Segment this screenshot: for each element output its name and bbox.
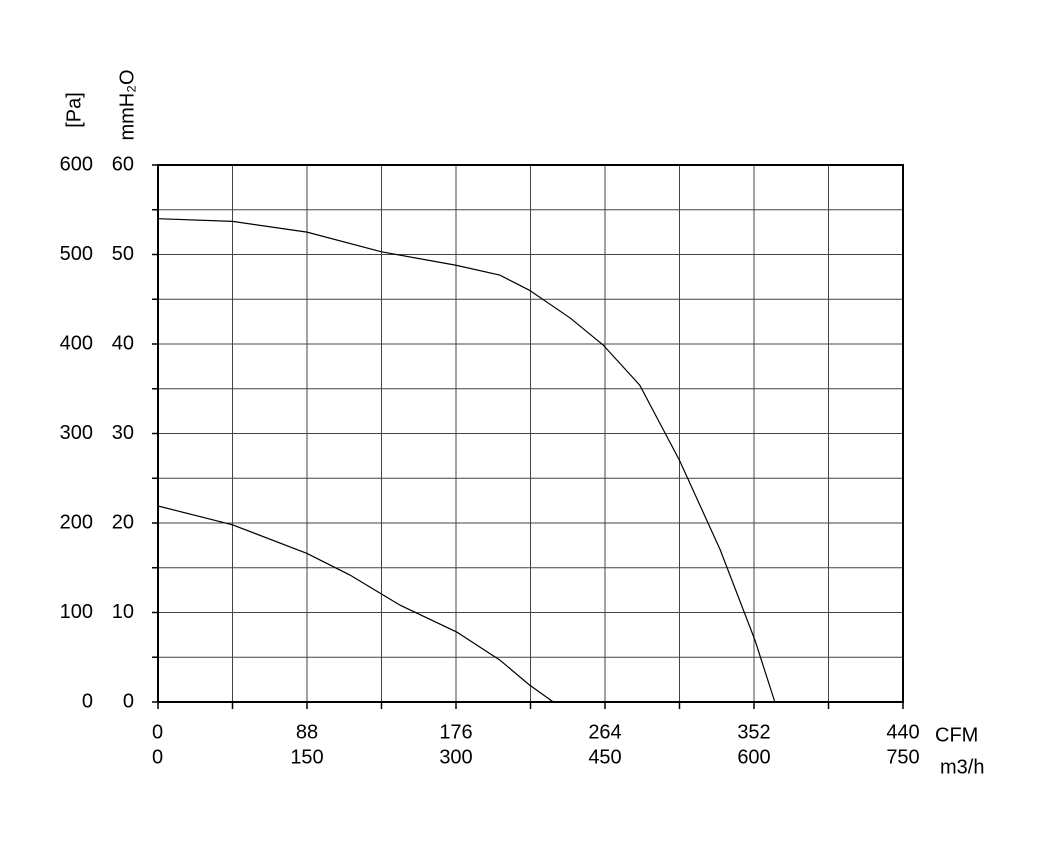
y-tick-label: 400 (60, 332, 93, 354)
x-axis-label: m3/h (940, 756, 984, 778)
y2-tick-label: 60 (112, 153, 134, 175)
plot-frame (157, 164, 904, 703)
x-tick-label: 150 (290, 746, 323, 768)
curve (157, 218, 776, 703)
y-tick-label: 600 (60, 153, 93, 175)
x2-tick-label: 0 (152, 721, 163, 743)
x2-tick-label: 352 (737, 721, 770, 743)
x2-tick-label: 176 (439, 721, 472, 743)
y-tick-label: 500 (60, 243, 93, 265)
x2-tick-label: 264 (588, 721, 621, 743)
y2-tick-label: 0 (123, 690, 134, 712)
x-tick-label: 300 (439, 746, 472, 768)
x2-axis-label: CFM (935, 724, 978, 746)
y-tick-label: 300 (60, 422, 93, 444)
y2-tick-label: 10 (112, 601, 134, 623)
y-axis-label: [Pa] (63, 92, 85, 128)
curve (157, 505, 554, 703)
y2-axis-label: mmH₂O (116, 69, 138, 140)
y2-tick-label: 30 (112, 422, 134, 444)
y-tick-label: 200 (60, 511, 93, 533)
y-tick-label: 0 (82, 690, 93, 712)
x-tick-label: 750 (886, 746, 919, 768)
x-tick-label: 0 (152, 746, 163, 768)
y2-tick-label: 40 (112, 332, 134, 354)
x2-tick-label: 440 (886, 721, 919, 743)
y2-tick-label: 20 (112, 511, 134, 533)
x2-tick-label: 88 (296, 721, 318, 743)
y2-tick-label: 50 (112, 243, 134, 265)
x-tick-label: 450 (588, 746, 621, 768)
x-tick-label: 600 (737, 746, 770, 768)
y-tick-label: 100 (60, 601, 93, 623)
